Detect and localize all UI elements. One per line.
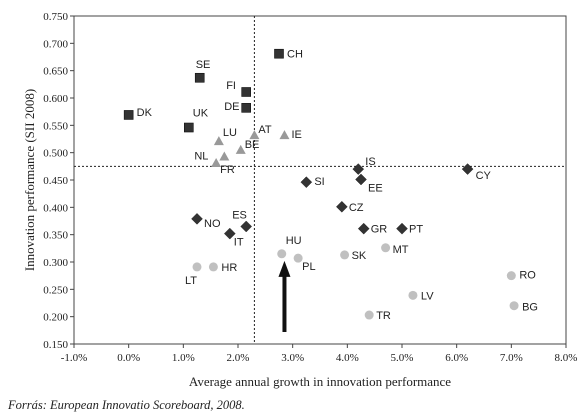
- point-uk: [184, 122, 194, 133]
- point-lt: [192, 262, 202, 272]
- label-lt: LT: [185, 275, 197, 287]
- point-ro: [506, 271, 516, 281]
- scatter-chart: 0.150 0.200 0.250 0.300 0.350 0.400 0.450 0.500…: [22, 11, 578, 389]
- label-is: IS: [365, 156, 375, 168]
- point-tr: [364, 310, 374, 320]
- point-ie: [279, 130, 290, 140]
- x-tick-label: 3.0%: [281, 352, 304, 364]
- label-es: ES: [232, 209, 247, 221]
- point-hu: [277, 249, 287, 259]
- arrow-head: [278, 260, 291, 277]
- data-points: CH SE FI DE DK UK AT IE LU BE NL FR IS CY EE SI CZ NO ES GR…: [123, 48, 538, 322]
- label-hr: HR: [221, 262, 237, 274]
- point-pl: [293, 253, 303, 263]
- y-tick-label: 0.600: [43, 93, 68, 105]
- label-at: AT: [258, 124, 272, 136]
- point-es: [240, 220, 252, 233]
- x-tick-label: -1.0%: [61, 352, 88, 364]
- label-fr: FR: [220, 164, 235, 176]
- source-note: Forrás: European Innovatio Scoreboard, 2…: [8, 398, 245, 412]
- point-de: [241, 103, 251, 113]
- y-tick-label: 0.450: [43, 175, 68, 187]
- annotations: [278, 260, 291, 332]
- y-axis-title: Innovation performance (SII 2008): [22, 89, 37, 271]
- label-nl: NL: [194, 150, 208, 162]
- point-it: [224, 227, 236, 240]
- point-fi: [241, 87, 251, 97]
- label-pt: PT: [409, 224, 423, 236]
- x-tick-label: 1.0%: [172, 352, 195, 364]
- x-tick-label: 4.0%: [336, 352, 359, 364]
- label-gr: GR: [371, 224, 388, 236]
- point-be: [235, 144, 246, 154]
- point-ee: [355, 173, 367, 186]
- label-tr: TR: [376, 310, 391, 322]
- reference-lines: [74, 16, 566, 344]
- point-at: [249, 130, 260, 140]
- y-tick-label: 0.200: [43, 312, 68, 324]
- y-tick-label: 0.300: [43, 257, 68, 269]
- y-tick-label: 0.500: [43, 148, 68, 160]
- x-tick-label: 2.0%: [227, 352, 250, 364]
- y-tick-label: 0.700: [43, 38, 68, 50]
- point-hr: [208, 262, 218, 272]
- point-si: [300, 176, 313, 188]
- label-hu: HU: [286, 235, 302, 247]
- label-ro: RO: [519, 270, 536, 282]
- point-fr: [211, 158, 222, 168]
- point-is: [352, 163, 365, 175]
- x-tick-label: 7.0%: [500, 352, 523, 364]
- x-axis-ticks: -1.0% 0.0% 1.0% 2.0% 3.0% 4.0% 5.0% 6.0% 7.0% 8.0…: [61, 344, 578, 364]
- y-axis-ticks: 0.150 0.200 0.250 0.300 0.350 0.400 0.450 0.500…: [43, 11, 74, 351]
- label-mt: MT: [393, 244, 409, 256]
- label-it: IT: [234, 237, 244, 249]
- point-se: [194, 72, 205, 83]
- label-cz: CZ: [349, 202, 364, 214]
- label-lu: LU: [223, 127, 237, 139]
- point-lu: [213, 136, 224, 146]
- label-uk: UK: [193, 108, 209, 120]
- label-lv: LV: [421, 290, 434, 302]
- x-tick-label: 0.0%: [117, 352, 140, 364]
- label-ee: EE: [368, 182, 383, 194]
- y-tick-label: 0.250: [43, 284, 68, 296]
- label-de: DE: [224, 101, 239, 113]
- point-cy: [461, 163, 474, 175]
- y-tick-label: 0.400: [43, 202, 68, 214]
- point-mt: [381, 243, 391, 253]
- point-no: [191, 213, 203, 225]
- label-si: SI: [314, 176, 324, 188]
- y-tick-label: 0.750: [43, 11, 68, 23]
- label-ie: IE: [291, 129, 301, 141]
- label-no: NO: [204, 218, 221, 230]
- label-dk: DK: [137, 107, 153, 119]
- point-pt: [396, 222, 408, 235]
- label-pl: PL: [302, 261, 315, 273]
- y-tick-label: 0.150: [43, 339, 68, 351]
- y-tick-label: 0.550: [43, 120, 68, 132]
- label-se: SE: [196, 59, 211, 71]
- label-be: BE: [245, 139, 260, 151]
- x-tick-label: 5.0%: [391, 352, 414, 364]
- point-lv: [408, 290, 418, 300]
- label-ch: CH: [287, 49, 303, 61]
- x-tick-label: 8.0%: [555, 352, 578, 364]
- point-ch: [274, 48, 284, 59]
- label-bg: BG: [522, 302, 538, 314]
- x-tick-label: 6.0%: [445, 352, 468, 364]
- point-bg: [509, 301, 519, 311]
- point-cz: [336, 201, 348, 213]
- y-tick-label: 0.650: [43, 66, 68, 78]
- point-sk: [340, 250, 350, 260]
- point-gr: [357, 222, 370, 235]
- x-axis-title: Average annual growth in innovation perf…: [189, 374, 451, 389]
- y-tick-label: 0.350: [43, 230, 68, 242]
- label-sk: SK: [352, 250, 367, 262]
- point-nl: [219, 151, 230, 161]
- point-dk: [123, 110, 134, 120]
- label-cy: CY: [476, 170, 492, 182]
- label-fi: FI: [226, 80, 236, 92]
